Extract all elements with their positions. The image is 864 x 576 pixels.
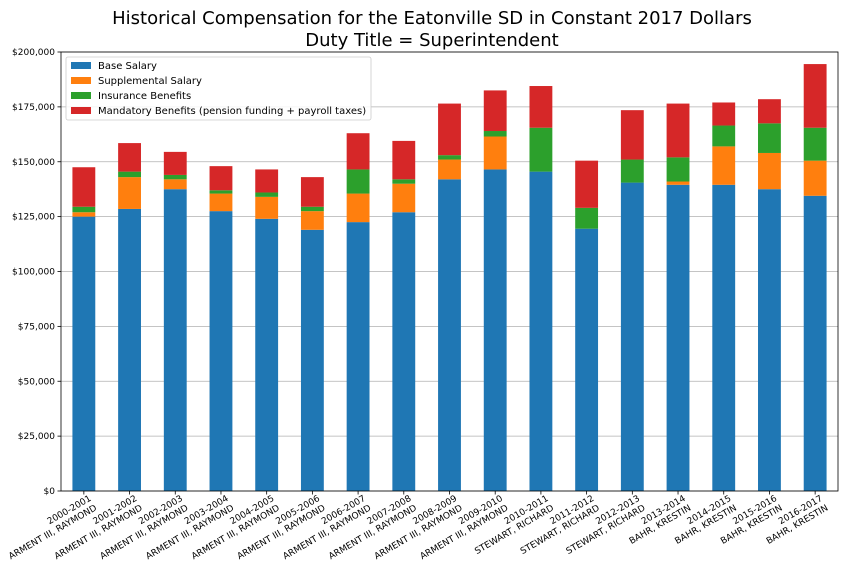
bar-segment-4 <box>620 110 644 160</box>
bar-segment-2 <box>666 181 690 185</box>
bar-segment-1 <box>163 189 187 491</box>
y-tick-label: $125,000 <box>12 213 55 223</box>
bar-segment-1 <box>803 195 827 491</box>
bar-segment-3 <box>72 206 96 213</box>
bar-segment-3 <box>392 179 416 184</box>
bar-segment-2 <box>712 146 736 185</box>
bar-segment-1 <box>529 171 553 491</box>
bar-segment-3 <box>163 174 187 180</box>
bar-segment-1 <box>118 208 141 491</box>
bar-segment-4 <box>255 169 279 193</box>
bar-segment-4 <box>72 167 96 207</box>
bar-segment-2 <box>118 177 141 209</box>
bar-segment-2 <box>346 193 370 223</box>
legend-label-2: Supplemental Salary <box>98 76 202 87</box>
bar-segment-4 <box>346 133 370 170</box>
bar-segment-1 <box>666 184 690 492</box>
bar-segment-1 <box>620 182 644 492</box>
bar-segment-3 <box>346 169 370 194</box>
bar-segment-1 <box>300 229 324 492</box>
y-tick-label: $175,000 <box>12 103 55 113</box>
bar-segment-3 <box>803 127 827 161</box>
bar-segment-4 <box>483 90 507 132</box>
bar-segment-3 <box>620 159 644 183</box>
bar-segment-1 <box>392 212 416 492</box>
bar-segment-3 <box>255 192 279 197</box>
bar-segment-1 <box>483 169 507 491</box>
bar-segment-3 <box>209 190 233 194</box>
bar-segment-4 <box>163 151 187 175</box>
legend-label-3: Insurance Benefits <box>98 91 191 102</box>
bar-segment-2 <box>163 179 187 190</box>
bar-segment-1 <box>72 216 96 491</box>
bar-segment-3 <box>666 157 690 182</box>
bar-segment-1 <box>758 189 781 491</box>
bar-segment-4 <box>300 177 324 207</box>
bar-segment-4 <box>529 86 553 128</box>
legend-label-1: Base Salary <box>98 61 157 72</box>
bar-segment-4 <box>758 99 781 124</box>
bar-segment-3 <box>575 207 599 229</box>
bar-segment-4 <box>666 103 690 158</box>
y-tick-label: $100,000 <box>12 268 55 278</box>
bar-segment-1 <box>346 222 370 492</box>
chart-subtitle: Duty Title = Superintendent <box>305 30 559 51</box>
bar-segment-3 <box>483 131 507 137</box>
bar-segment-3 <box>300 206 324 212</box>
bar-segment-4 <box>438 103 461 156</box>
bar-segment-2 <box>803 160 827 196</box>
y-tick-label: $75,000 <box>18 322 55 332</box>
y-tick-label: $150,000 <box>12 158 55 168</box>
plot-frame <box>60 51 839 492</box>
y-tick-label: $50,000 <box>18 377 55 387</box>
legend-swatch-4 <box>71 107 91 114</box>
y-tick-label: $0 <box>44 487 56 497</box>
bar-segment-2 <box>255 196 279 219</box>
bar-segment-2 <box>209 193 233 212</box>
legend-swatch-2 <box>71 77 91 84</box>
y-tick-label: $200,000 <box>12 48 55 58</box>
bar-segment-3 <box>438 155 461 160</box>
bar-segment-1 <box>712 184 736 492</box>
y-tick-label: $25,000 <box>18 432 55 442</box>
bar-segment-3 <box>118 171 141 178</box>
bar-segment-1 <box>438 179 461 491</box>
legend-box <box>65 56 372 121</box>
bar-segment-3 <box>712 125 736 147</box>
bar-segment-4 <box>712 102 736 126</box>
bar-segment-4 <box>209 166 233 191</box>
bar-segment-3 <box>529 127 553 172</box>
legend-swatch-1 <box>71 62 91 69</box>
bar-segment-2 <box>483 136 507 170</box>
bar-segment-2 <box>72 212 96 217</box>
bar-segment-4 <box>392 140 416 180</box>
bar-segment-2 <box>438 159 461 180</box>
bar-segment-2 <box>300 211 324 230</box>
bar-segment-2 <box>758 152 781 190</box>
legend-label-4: Mandatory Benefits (pension funding + pa… <box>98 106 366 117</box>
bar-segment-4 <box>118 143 141 172</box>
bar-segment-4 <box>803 64 827 128</box>
bar-segment-1 <box>575 228 599 491</box>
bar-segment-3 <box>758 123 781 153</box>
bar-segment-4 <box>575 160 599 208</box>
legend-swatch-3 <box>71 92 91 99</box>
chart-title: Historical Compensation for the Eatonvil… <box>112 8 752 29</box>
bar-segment-1 <box>255 218 279 491</box>
bar-segment-1 <box>209 211 233 491</box>
bar-segment-2 <box>392 183 416 213</box>
